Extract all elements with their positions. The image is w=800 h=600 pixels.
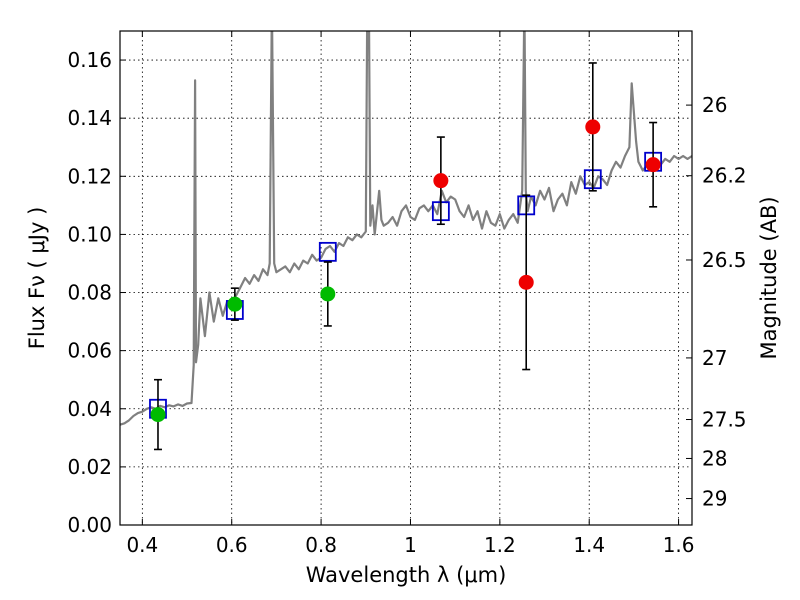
- y-tick-label: 0.10: [67, 222, 112, 246]
- green-data-point: [320, 286, 336, 302]
- x-tick-label: 1.6: [663, 533, 695, 557]
- y-axis-label: Flux Fν ( μJy ): [25, 207, 49, 350]
- x-tick-label: 1: [404, 533, 417, 557]
- red-data-point: [433, 173, 449, 189]
- x-tick-label: 0.8: [305, 533, 337, 557]
- green-data-point: [227, 296, 243, 312]
- axis-ticks: 0.4 0.6 0.8 1 1.2 1.4 1.6 0.00 0.02 0.04 0.06 0.08 0…: [67, 31, 747, 557]
- y2-tick-label: 28: [702, 446, 727, 470]
- y-tick-label: 0.06: [67, 339, 112, 363]
- y-tick-label: 0.00: [67, 513, 112, 537]
- y2-tick-label: 26.5: [702, 248, 747, 272]
- x-tick-label: 0.4: [126, 533, 158, 557]
- x-tick-label: 1.4: [573, 533, 605, 557]
- x-tick-label: 0.6: [216, 533, 248, 557]
- y-tick-label: 0.12: [67, 164, 112, 188]
- model-flux-square: [318, 241, 337, 262]
- y-tick-label: 0.14: [67, 106, 112, 130]
- y2-tick-label: 27: [702, 346, 727, 370]
- plot-frame: [119, 30, 693, 526]
- red-data-point: [585, 119, 601, 135]
- y2-axis-label: Magnitude (AB): [757, 196, 781, 359]
- spectrum-line: [120, 31, 692, 426]
- x-tick-label: 1.2: [484, 533, 516, 557]
- y2-tick-label: 26.2: [702, 164, 747, 188]
- red-data-point: [518, 274, 534, 290]
- y-tick-label: 0.08: [67, 281, 112, 305]
- red-data-point: [645, 157, 661, 173]
- y2-tick-label: 26: [702, 93, 727, 117]
- y2-tick-label: 27.5: [702, 408, 747, 432]
- y-tick-label: 0.16: [67, 48, 112, 72]
- green-data-point: [150, 407, 166, 423]
- plot-area: [120, 31, 692, 451]
- y-tick-label: 0.02: [67, 455, 112, 479]
- y-tick-label: 0.04: [67, 397, 112, 421]
- y2-tick-label: 29: [702, 487, 727, 511]
- x-axis-label: Wavelength λ (μm): [306, 563, 507, 587]
